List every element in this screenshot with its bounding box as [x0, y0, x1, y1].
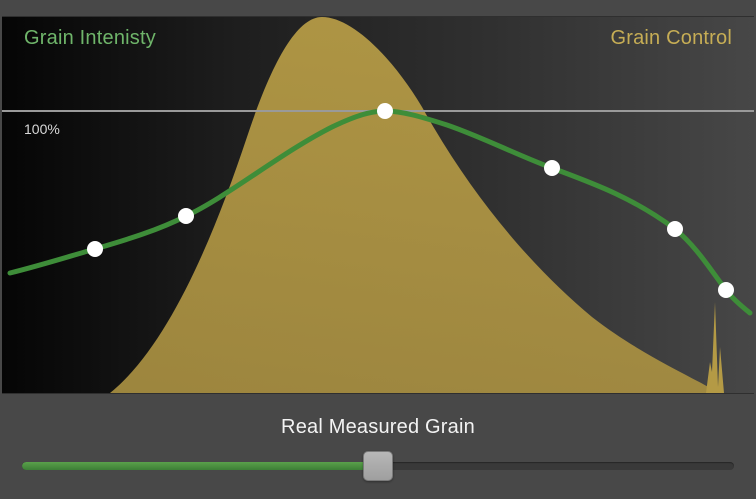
reference-label-100: 100%	[24, 121, 60, 137]
curve-control-point[interactable]	[718, 282, 734, 298]
grain-control-spike	[706, 302, 724, 393]
grain-control-label: Grain Control	[610, 27, 732, 49]
grain-slider-thumb[interactable]	[363, 451, 393, 481]
curve-control-point[interactable]	[178, 208, 194, 224]
curve-control-point[interactable]	[377, 103, 393, 119]
real-measured-grain-label: Real Measured Grain	[281, 416, 475, 438]
curve-control-point[interactable]	[87, 241, 103, 257]
grain-slider-fill	[22, 462, 378, 470]
grain-intensity-label: Grain Intenisty	[24, 27, 156, 49]
grain-graph-canvas[interactable]	[2, 17, 754, 393]
curve-control-point[interactable]	[544, 160, 560, 176]
grain-graph[interactable]: Grain Intenisty Grain Control 100%	[2, 16, 754, 394]
grain-intensity-curve	[7, 108, 753, 316]
curve-control-point[interactable]	[667, 221, 683, 237]
